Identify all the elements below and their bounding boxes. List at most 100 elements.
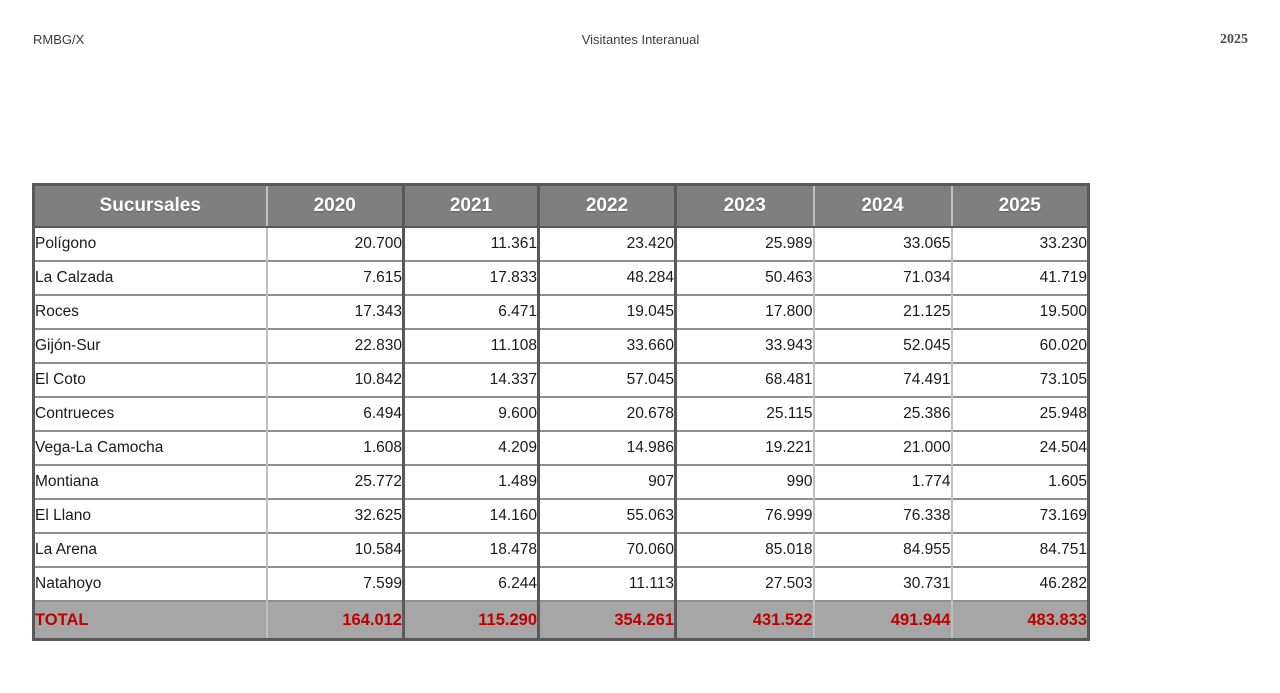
value-cell: 4.209 — [403, 430, 540, 465]
value-cell: 25.115 — [675, 396, 815, 431]
value-cell: 25.386 — [813, 396, 953, 431]
value-cell: 7.599 — [266, 566, 405, 601]
value-cell: 18.478 — [403, 532, 540, 567]
report-code: RMBG/X — [33, 32, 85, 47]
value-cell: 1.605 — [951, 464, 1089, 499]
value-cell: 24.504 — [951, 430, 1089, 465]
value-cell: 6.244 — [403, 566, 540, 601]
value-cell: 60.020 — [951, 328, 1089, 363]
branch-name-cell: La Calzada — [33, 260, 268, 295]
value-cell: 14.337 — [403, 362, 540, 397]
table-row: La Calzada 7.615 17.833 48.284 50.463 71… — [33, 260, 1089, 295]
value-cell: 7.615 — [266, 260, 405, 295]
value-cell: 33.660 — [538, 328, 677, 363]
value-cell: 17.343 — [266, 294, 405, 329]
value-cell: 907 — [538, 464, 677, 499]
value-cell: 55.063 — [538, 498, 677, 533]
column-header-2025: 2025 — [951, 184, 1089, 228]
visitors-table: Sucursales 2020 2021 2022 2023 2024 2025… — [32, 183, 1090, 641]
value-cell: 73.105 — [951, 362, 1089, 397]
column-header-2020: 2020 — [266, 184, 405, 228]
branch-name-cell: Montiana — [33, 464, 268, 499]
table-row: El Llano 32.625 14.160 55.063 76.999 76.… — [33, 498, 1089, 533]
value-cell: 10.584 — [266, 532, 405, 567]
value-cell: 17.800 — [675, 294, 815, 329]
value-cell: 73.169 — [951, 498, 1089, 533]
total-label-cell: TOTAL — [33, 600, 268, 640]
value-cell: 85.018 — [675, 532, 815, 567]
value-cell: 9.600 — [403, 396, 540, 431]
value-cell: 76.999 — [675, 498, 815, 533]
total-row: TOTAL 164.012 115.290 354.261 431.522 49… — [33, 600, 1089, 640]
table-footer: TOTAL 164.012 115.290 354.261 431.522 49… — [33, 600, 1089, 640]
table-row: Gijón-Sur 22.830 11.108 33.660 33.943 52… — [33, 328, 1089, 363]
total-value-cell: 354.261 — [538, 600, 677, 640]
total-value-cell: 431.522 — [675, 600, 815, 640]
column-header-2022: 2022 — [538, 184, 677, 228]
value-cell: 84.955 — [813, 532, 953, 567]
table-row: Natahoyo 7.599 6.244 11.113 27.503 30.73… — [33, 566, 1089, 601]
value-cell: 74.491 — [813, 362, 953, 397]
value-cell: 71.034 — [813, 260, 953, 295]
branch-name-cell: Roces — [33, 294, 268, 329]
branch-name-cell: Polígono — [33, 226, 268, 261]
value-cell: 21.125 — [813, 294, 953, 329]
value-cell: 19.500 — [951, 294, 1089, 329]
branch-name-cell: Gijón-Sur — [33, 328, 268, 363]
value-cell: 21.000 — [813, 430, 953, 465]
value-cell: 19.045 — [538, 294, 677, 329]
value-cell: 41.719 — [951, 260, 1089, 295]
value-cell: 1.774 — [813, 464, 953, 499]
value-cell: 990 — [675, 464, 815, 499]
column-header-sucursales: Sucursales — [33, 184, 268, 228]
header-row: Sucursales 2020 2021 2022 2023 2024 2025 — [33, 184, 1089, 228]
branch-name-cell: El Coto — [33, 362, 268, 397]
table-header: Sucursales 2020 2021 2022 2023 2024 2025 — [33, 184, 1089, 228]
visitors-table-container: Sucursales 2020 2021 2022 2023 2024 2025… — [32, 183, 1090, 641]
value-cell: 33.230 — [951, 226, 1089, 261]
value-cell: 25.948 — [951, 396, 1089, 431]
value-cell: 33.065 — [813, 226, 953, 261]
value-cell: 6.494 — [266, 396, 405, 431]
value-cell: 84.751 — [951, 532, 1089, 567]
value-cell: 27.503 — [675, 566, 815, 601]
branch-name-cell: La Arena — [33, 532, 268, 567]
value-cell: 14.986 — [538, 430, 677, 465]
branch-name-cell: Natahoyo — [33, 566, 268, 601]
value-cell: 76.338 — [813, 498, 953, 533]
table-row: Contrueces 6.494 9.600 20.678 25.115 25.… — [33, 396, 1089, 431]
report-year: 2025 — [1220, 32, 1248, 47]
table-row: Vega-La Camocha 1.608 4.209 14.986 19.22… — [33, 430, 1089, 465]
value-cell: 52.045 — [813, 328, 953, 363]
value-cell: 50.463 — [675, 260, 815, 295]
total-value-cell: 164.012 — [266, 600, 405, 640]
table-row: Montiana 25.772 1.489 907 990 1.774 1.60… — [33, 464, 1089, 499]
total-value-cell: 491.944 — [813, 600, 953, 640]
value-cell: 25.772 — [266, 464, 405, 499]
value-cell: 48.284 — [538, 260, 677, 295]
value-cell: 32.625 — [266, 498, 405, 533]
value-cell: 11.361 — [403, 226, 540, 261]
table-row: El Coto 10.842 14.337 57.045 68.481 74.4… — [33, 362, 1089, 397]
value-cell: 22.830 — [266, 328, 405, 363]
table-body: Polígono 20.700 11.361 23.420 25.989 33.… — [33, 226, 1089, 601]
value-cell: 68.481 — [675, 362, 815, 397]
value-cell: 14.160 — [403, 498, 540, 533]
value-cell: 70.060 — [538, 532, 677, 567]
value-cell: 6.471 — [403, 294, 540, 329]
value-cell: 25.989 — [675, 226, 815, 261]
value-cell: 10.842 — [266, 362, 405, 397]
column-header-2021: 2021 — [403, 184, 540, 228]
value-cell: 17.833 — [403, 260, 540, 295]
total-value-cell: 115.290 — [403, 600, 540, 640]
branch-name-cell: El Llano — [33, 498, 268, 533]
report-title: Visitantes Interanual — [581, 32, 700, 47]
value-cell: 11.108 — [403, 328, 540, 363]
value-cell: 1.608 — [266, 430, 405, 465]
table-row: Roces 17.343 6.471 19.045 17.800 21.125 … — [33, 294, 1089, 329]
branch-name-cell: Vega-La Camocha — [33, 430, 268, 465]
table-row: Polígono 20.700 11.361 23.420 25.989 33.… — [33, 226, 1089, 261]
column-header-2024: 2024 — [813, 184, 953, 228]
value-cell: 57.045 — [538, 362, 677, 397]
